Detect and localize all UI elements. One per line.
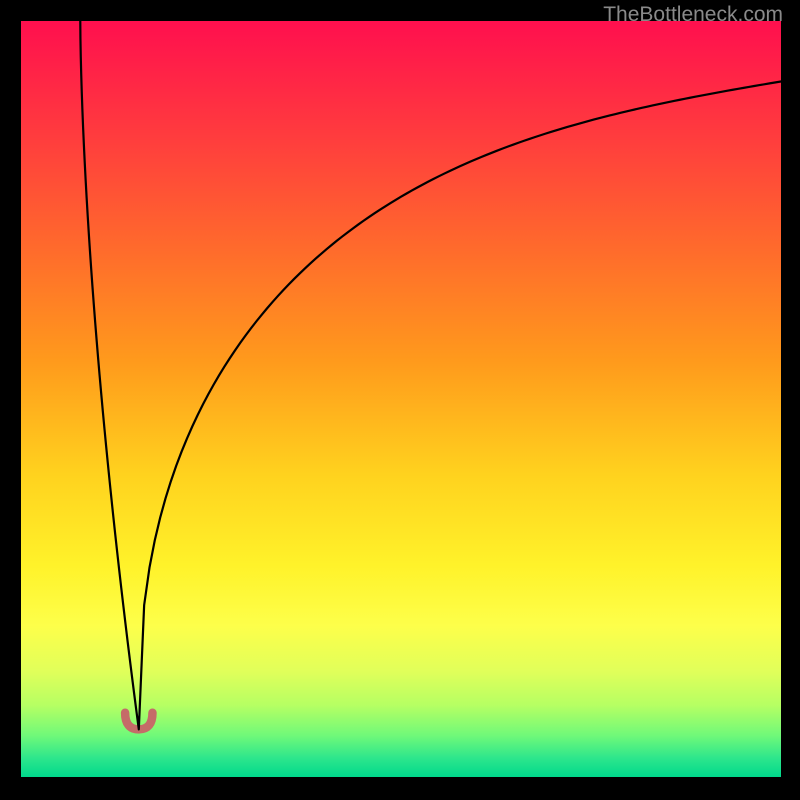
curve-layer [21, 21, 781, 777]
bottleneck-curve [80, 21, 781, 729]
plot-area [21, 21, 781, 777]
credit-watermark: TheBottleneck.com [603, 3, 783, 27]
curve-min-notch [125, 713, 152, 730]
